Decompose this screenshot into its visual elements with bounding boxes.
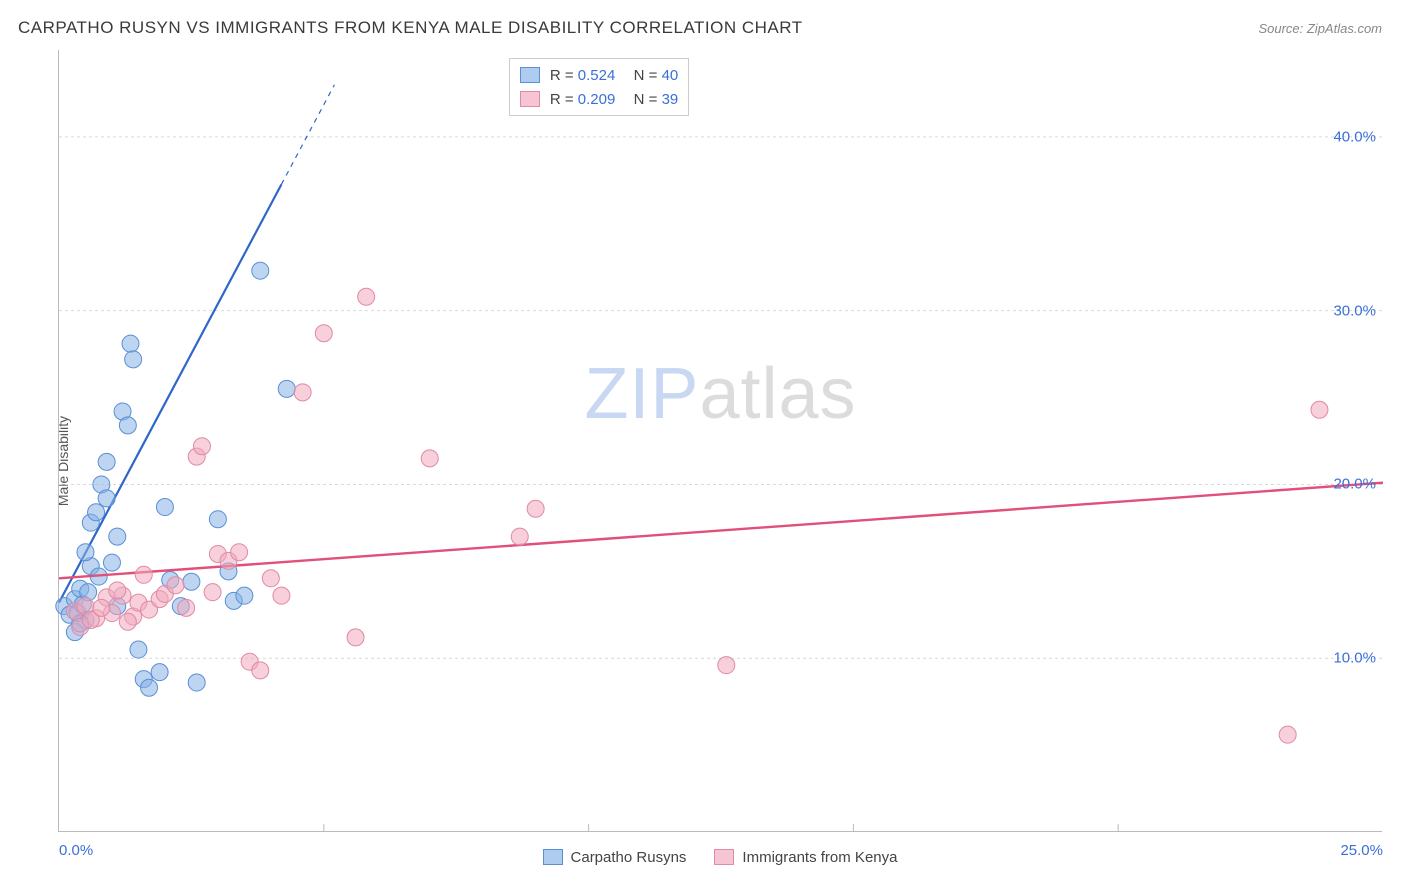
stats-r: R = 0.209 <box>550 91 615 108</box>
stats-legend: R = 0.524 N = 40R = 0.209 N = 39 <box>509 58 689 116</box>
y-tick-label: 40.0% <box>1333 128 1376 145</box>
stats-legend-row: R = 0.209 N = 39 <box>520 87 678 111</box>
plot-area: ZIPatlas R = 0.524 N = 40R = 0.209 N = 3… <box>58 50 1382 832</box>
legend-swatch <box>520 67 540 83</box>
y-tick-label: 20.0% <box>1333 476 1376 493</box>
legend-label: Carpatho Rusyns <box>571 849 687 866</box>
stats-legend-row: R = 0.524 N = 40 <box>520 63 678 87</box>
series-legend: Carpatho Rusyns Immigrants from Kenya <box>58 842 1382 872</box>
stats-r: R = 0.524 <box>550 67 615 84</box>
chart-area: Male Disability ZIPatlas R = 0.524 N = 4… <box>18 50 1382 872</box>
stats-n: N = 39 <box>625 91 678 108</box>
y-tick-label: 10.0% <box>1333 650 1376 667</box>
legend-item: Carpatho Rusyns <box>543 849 687 866</box>
chart-title: CARPATHO RUSYN VS IMMIGRANTS FROM KENYA … <box>18 18 803 38</box>
legend-item: Immigrants from Kenya <box>714 849 897 866</box>
stats-n: N = 40 <box>625 67 678 84</box>
chart-source: Source: ZipAtlas.com <box>1258 21 1382 36</box>
y-tick-label: 30.0% <box>1333 302 1376 319</box>
legend-swatch <box>520 91 540 107</box>
plot-svg <box>59 50 1382 831</box>
legend-swatch <box>543 849 563 865</box>
legend-label: Immigrants from Kenya <box>742 849 897 866</box>
chart-header: CARPATHO RUSYN VS IMMIGRANTS FROM KENYA … <box>0 0 1406 46</box>
legend-swatch <box>714 849 734 865</box>
